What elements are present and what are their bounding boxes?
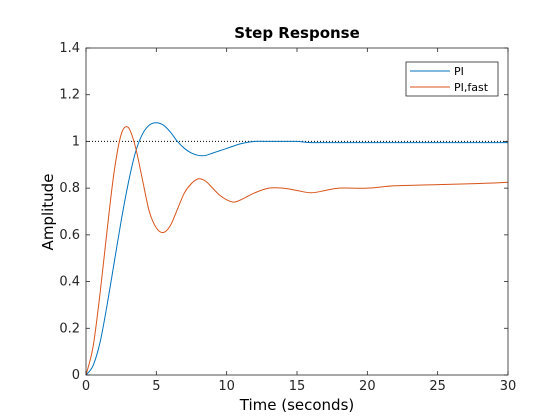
- x-tick-label: 20: [359, 379, 376, 394]
- y-tick-label: 0.8: [59, 181, 80, 196]
- y-axis-ticks: 0 0.2 0.4 0.6 0.8 1 1.2 1.4: [59, 41, 508, 383]
- y-tick-label: 0.4: [59, 275, 80, 290]
- series-line-pi-fast: [85, 126, 509, 376]
- legend-label-pi: PI: [454, 65, 464, 78]
- chart-title: Step Response: [234, 24, 360, 42]
- y-tick-label: 1.2: [59, 88, 80, 103]
- series-layer: [85, 122, 509, 376]
- x-tick-label: 5: [152, 379, 160, 394]
- legend-box: [405, 61, 499, 97]
- legend: PI PI,fast: [405, 61, 499, 97]
- x-axis-ticks: 0 5 10 15 20 25 30: [82, 48, 516, 394]
- x-axis-label: Time (seconds): [239, 396, 355, 414]
- x-tick-label: 0: [82, 379, 90, 394]
- x-tick-label: 15: [289, 379, 306, 394]
- y-tick-label: 1.4: [59, 41, 80, 56]
- legend-label-pi-fast: PI,fast: [454, 81, 489, 94]
- plot-area: [86, 48, 508, 375]
- y-tick-label: 1: [72, 134, 80, 149]
- y-tick-label: 0: [72, 368, 80, 383]
- x-tick-label: 25: [429, 379, 446, 394]
- y-axis-label: Amplitude: [39, 174, 57, 251]
- y-tick-label: 0.6: [59, 228, 80, 243]
- x-tick-label: 10: [218, 379, 235, 394]
- x-tick-label: 30: [500, 379, 517, 394]
- series-line-pi: [85, 122, 508, 376]
- y-tick-label: 0.2: [59, 321, 80, 336]
